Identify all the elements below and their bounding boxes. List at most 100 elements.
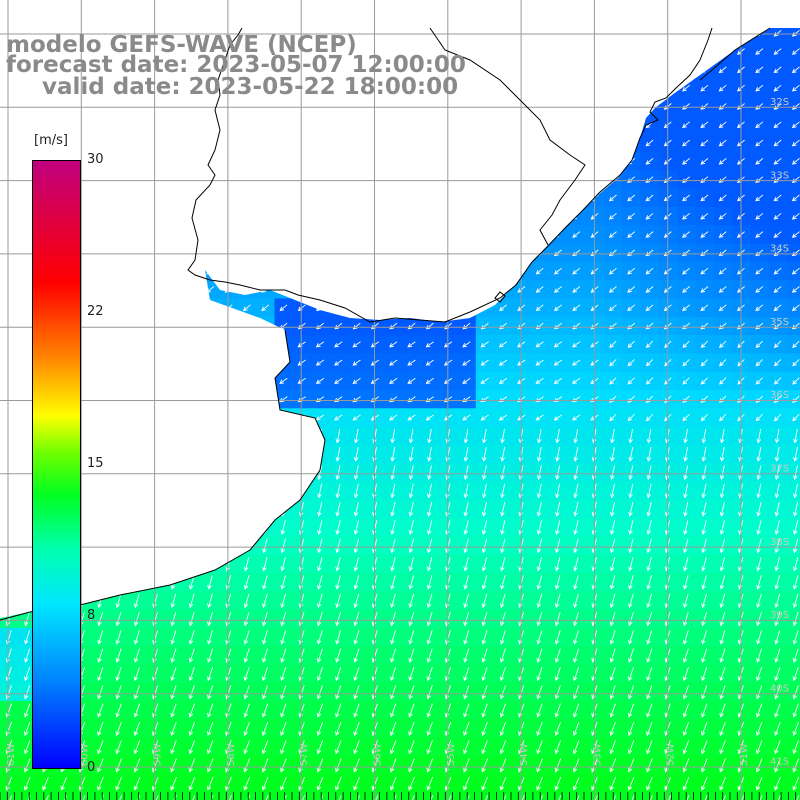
wind-arrow xyxy=(224,212,233,220)
colorbar xyxy=(32,160,81,769)
wind-arrow xyxy=(132,341,142,348)
wind-arrow xyxy=(96,286,105,293)
wind-arrow xyxy=(24,447,30,462)
wind-cell xyxy=(549,78,568,98)
wind-arrow xyxy=(499,176,507,183)
wind-cell xyxy=(73,115,93,135)
wind-cell xyxy=(658,792,678,800)
wind-cell xyxy=(622,28,642,43)
wind-arrow xyxy=(444,29,453,37)
wind-arrow xyxy=(24,556,30,572)
wind-arrow xyxy=(133,231,141,238)
wind-cell xyxy=(219,408,239,428)
wind-arrow xyxy=(370,176,379,183)
wind-arrow xyxy=(334,249,343,257)
wind-cell xyxy=(292,188,312,208)
wind-cell xyxy=(292,463,312,483)
wind-cell xyxy=(329,133,349,153)
wind-cell xyxy=(201,426,221,446)
wind-cell xyxy=(183,390,202,409)
wind-cell xyxy=(219,792,239,800)
wind-arrow xyxy=(133,176,141,183)
wind-cell xyxy=(109,390,129,409)
wind-arrow xyxy=(6,520,12,536)
lon-label: 55W xyxy=(446,743,457,766)
colorbar-tick-8: 8 xyxy=(87,608,96,623)
wind-cell xyxy=(384,188,404,208)
wind-arrow xyxy=(389,176,398,183)
wind-arrow xyxy=(169,341,178,348)
wind-cell xyxy=(146,536,166,556)
wind-cell xyxy=(439,97,459,117)
wind-arrow xyxy=(169,249,178,257)
wind-cell xyxy=(146,133,166,153)
wind-cell xyxy=(347,152,367,171)
wind-cell xyxy=(219,188,239,208)
wind-cell xyxy=(201,499,221,519)
wind-cell xyxy=(237,225,257,245)
wind-cell xyxy=(91,188,111,208)
wind-arrow xyxy=(480,249,489,257)
wind-cell xyxy=(256,188,276,208)
wind-arrow xyxy=(207,465,213,481)
wind-cell xyxy=(768,792,788,800)
wind-arrow xyxy=(370,231,379,238)
wind-cell xyxy=(786,591,800,611)
wind-cell xyxy=(219,316,239,336)
wind-arrow xyxy=(389,158,398,165)
wind-arrow xyxy=(206,212,215,220)
wind-arrow xyxy=(352,139,361,147)
wind-arrow xyxy=(133,304,141,312)
wind-arrow xyxy=(187,121,196,129)
wind-cell xyxy=(256,408,276,428)
wind-cell xyxy=(128,207,147,226)
wind-cell xyxy=(457,188,477,208)
wind-arrow xyxy=(151,194,160,202)
wind-arrow xyxy=(462,194,471,202)
wind-arrow xyxy=(499,212,507,220)
wind-arrow xyxy=(352,121,361,129)
wind-cell xyxy=(457,207,477,226)
wind-arrow xyxy=(407,139,416,147)
wind-arrow xyxy=(389,139,398,147)
wind-arrow xyxy=(134,502,140,517)
wind-arrow xyxy=(23,286,32,293)
wind-cell xyxy=(219,444,239,464)
wind-cell xyxy=(128,243,147,263)
wind-cell xyxy=(146,170,166,190)
wind-arrow xyxy=(297,267,306,275)
wind-cell xyxy=(256,353,276,373)
wind-cell xyxy=(91,518,111,537)
wind-cell xyxy=(494,261,513,281)
wind-arrow xyxy=(24,593,30,609)
wind-arrow xyxy=(151,267,160,275)
wind-cell xyxy=(91,408,111,428)
wind-arrow xyxy=(134,483,140,499)
wind-arrow xyxy=(206,322,215,330)
wind-arrow xyxy=(23,103,32,110)
wind-cell xyxy=(201,371,221,391)
wind-cell xyxy=(530,243,550,263)
wind-arrow xyxy=(114,414,123,421)
lat-label: 36S xyxy=(770,390,789,401)
wind-cell xyxy=(146,115,166,135)
wind-cell xyxy=(329,97,349,117)
wind-cell xyxy=(109,280,129,300)
wind-arrow xyxy=(133,267,141,275)
wind-cell xyxy=(256,518,276,537)
wind-cell xyxy=(91,481,111,501)
wind-arrow xyxy=(316,267,324,275)
wind-arrow xyxy=(4,377,14,384)
wind-cell xyxy=(164,261,184,281)
wind-cell xyxy=(420,133,440,153)
wind-cell xyxy=(585,133,605,153)
wind-arrow xyxy=(261,231,270,238)
wind-arrow xyxy=(480,158,489,165)
wind-cell xyxy=(366,298,385,318)
wind-arrow xyxy=(572,121,581,129)
wind-cell xyxy=(256,133,276,153)
wind-arrow xyxy=(78,139,87,147)
wind-cell xyxy=(420,243,440,263)
wind-cell xyxy=(183,298,202,318)
wind-arrow xyxy=(23,84,32,92)
